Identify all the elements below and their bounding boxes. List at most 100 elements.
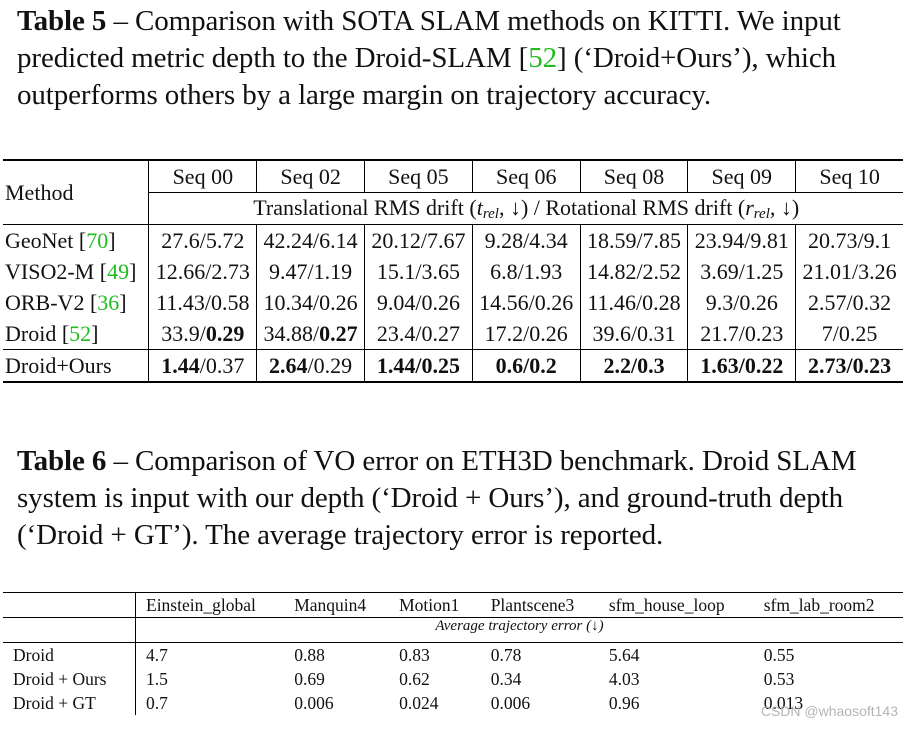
table-cell: 6.8/1.93 (472, 256, 581, 287)
table-cell: 23.4/0.27 (364, 318, 473, 350)
table5-caption: Table 5 – Comparison with SOTA SLAM meth… (17, 5, 841, 111)
cell-bold-part: 2.64 (269, 352, 308, 378)
cell-bold-part: / (523, 352, 530, 378)
method-name: ORB-V2 (5, 289, 90, 315)
table-cell: 0.024 (399, 692, 439, 713)
cell-bold-part: 0.3 (637, 352, 665, 378)
row-method: Droid (3, 642, 136, 667)
table-cell: 9.04/0.26 (364, 287, 473, 318)
method-name: GeoNet (5, 227, 79, 253)
table5-seq-header: Seq 06 (472, 159, 581, 193)
table-cell: 4.03 (608, 668, 640, 689)
table5-method-header: Method (3, 159, 150, 225)
table-cell: 2.57/0.32 (808, 289, 892, 315)
table-cell: 2.64/0.29 (256, 349, 366, 383)
table-cell: 33.9/0.29 (148, 318, 258, 350)
cell-bold-part: 0.6 (495, 352, 524, 378)
cell-part: 34.88/ (263, 320, 320, 346)
table-cell: 14.82/2.52 (580, 256, 689, 287)
table5-seq-header: Seq 08 (580, 159, 689, 193)
cell-bold-part: 1.63 (700, 352, 739, 378)
table5-row-droid: Droid [52] 33.9/0.29 34.88/0.27 23.4/0.2… (3, 318, 903, 350)
table5-subheader-row: Translational RMS drift (trel, ↓) / Rota… (3, 192, 903, 225)
table-cell: 39.6/0.31 (580, 318, 689, 350)
method-cite[interactable]: 36 (97, 289, 120, 315)
cell-bold-part: / (846, 352, 853, 378)
subheader-suffix: , ↓) (769, 194, 800, 220)
table-cell: 0.34 (490, 668, 522, 689)
table5-caption-label: Table 5 (17, 5, 107, 37)
cell-bold-part: 0.2 (529, 352, 557, 378)
table-cell: 0.78 (490, 644, 522, 665)
table-cell: 0.006 (294, 692, 334, 713)
table6-corner-cell (3, 617, 136, 643)
cell-part: /0.37 (199, 352, 245, 378)
table-cell: 0.013 (763, 692, 804, 713)
table5-seq-header: Seq 05 (364, 159, 473, 193)
table5-row-geonet: GeoNet [70] 27.6/5.72 42.24/6.14 20.12/7… (3, 224, 903, 256)
watermark: CSDN @whaosoft143 (760, 703, 898, 719)
table-cell: 11.46/0.28 (580, 287, 689, 318)
cell-bold-part: 1.44 (376, 352, 416, 378)
table-cell: 9.3/0.26 (687, 287, 797, 318)
table6: Einstein_global Manquin4 Motion1 Plantsc… (3, 592, 903, 715)
method-name: VISO2-M (5, 258, 100, 284)
table-cell: 9.47/1.19 (256, 256, 366, 287)
method-cite[interactable]: 52 (69, 320, 92, 346)
table-cell: 0.55 (763, 644, 795, 665)
table-cell: 3.69/1.25 (687, 256, 797, 287)
row-method: GeoNet [70] (3, 224, 150, 256)
cell-bold-part: 2.2 (603, 352, 631, 378)
table-cell: 2.2/0.3 (580, 349, 689, 383)
method-cite[interactable]: 49 (107, 258, 130, 284)
table-cell: 0.7 (146, 692, 168, 713)
table-cell: 18.59/7.85 (580, 224, 689, 256)
subheader-prefix: Translational RMS drift ( (253, 194, 477, 220)
subheader-mid: , ↓) / Rotational RMS drift ( (498, 194, 746, 220)
table-cell: 17.2/0.26 (472, 318, 581, 350)
cell-bold-part: 0.25 (421, 352, 460, 378)
cell-bold-part: / (738, 352, 745, 378)
table6-corner-cell (3, 592, 136, 618)
table5-seq-header: Seq 02 (256, 159, 366, 193)
table-cell: 0.62 (399, 668, 430, 689)
table-cell: 0.006 (490, 692, 531, 713)
table6-column-header: sfm_house_loop (598, 592, 754, 618)
table-cell: 0.83 (399, 644, 430, 665)
table5-seq-header: Seq 09 (687, 159, 797, 193)
table5-row-viso2m: VISO2-M [49] 12.66/2.73 9.47/1.19 15.1/3… (3, 256, 903, 287)
table6-header-row: Einstein_global Manquin4 Motion1 Plantsc… (3, 592, 903, 618)
row-method: ORB-V2 [36] (3, 287, 150, 318)
table-cell: 20.12/7.67 (364, 224, 473, 256)
table-cell: 1.44/0.25 (364, 349, 473, 383)
table-cell: 7/0.25 (821, 320, 878, 346)
cell-bold-part: 0.29 (205, 320, 245, 346)
table-cell: 21.7/0.23 (687, 318, 797, 350)
table-cell: 1.63/0.22 (687, 349, 797, 383)
subheader-r-rel: rel (753, 205, 770, 222)
table5-caption-text-2: (‘Droid+Ours’), which outperforms others… (17, 42, 837, 111)
table6-column-header: Motion1 (389, 592, 481, 618)
table5-subheader: Translational RMS drift (trel, ↓) / Rota… (148, 192, 903, 225)
row-method: Droid + GT (3, 691, 136, 715)
table5-caption-cite[interactable]: 52 (528, 42, 558, 74)
table-cell: 0.88 (294, 644, 325, 665)
cell-bold-part: 1.44 (161, 352, 200, 378)
table-cell: 23.94/9.81 (687, 224, 797, 256)
method-name: Droid (5, 320, 62, 346)
row-method: Droid+Ours (3, 349, 150, 383)
table-cell: 11.43/0.58 (148, 287, 258, 318)
method-cite[interactable]: 70 (86, 227, 109, 253)
table-cell: 1.5 (146, 668, 168, 689)
table5-seq-header: Seq 00 (148, 159, 258, 193)
table-cell: 20.73/9.1 (808, 227, 892, 253)
cell-part: /0.29 (307, 352, 353, 378)
cell-part: 33.9/ (161, 320, 206, 346)
cell-bold-part: 0.22 (744, 352, 784, 378)
table-cell: 1.44/0.37 (148, 349, 258, 383)
table6-column-header: Plantscene3 (480, 592, 599, 618)
table6-subheader-row: Average trajectory error (↓) (3, 617, 903, 643)
table5-header-row: Method Seq 00 Seq 02 Seq 05 Seq 06 Seq 0… (3, 159, 903, 225)
table6-caption-text: – Comparison of VO error on ETH3D benchm… (17, 445, 857, 551)
row-method: Droid [52] (3, 318, 150, 350)
